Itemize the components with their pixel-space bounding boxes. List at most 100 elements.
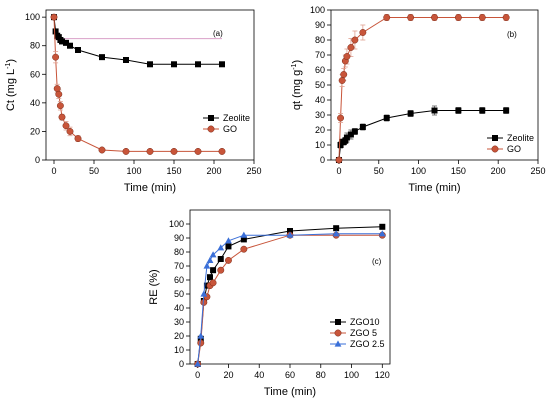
x-tick-label: 100 (126, 166, 141, 176)
x-tick-label: 250 (246, 166, 261, 176)
x-tick-label: 100 (411, 166, 426, 176)
x-tick-label: 20 (223, 370, 233, 380)
data-point (75, 47, 81, 53)
data-point (340, 71, 348, 78)
y-tick-label: 90 (315, 20, 325, 30)
x-tick-label: 50 (89, 166, 99, 176)
data-point (503, 107, 510, 114)
y-axis-title-end: ) (291, 60, 303, 64)
y-tick-label: 80 (315, 35, 325, 45)
data-point (407, 14, 415, 21)
data-point (62, 122, 70, 130)
data-point (347, 44, 355, 51)
data-point (359, 29, 367, 36)
panel-c: 0 20 40 60 80 100 120 0 10 20 30 40 50 60 70 80 90 100 Tim… (148, 209, 391, 398)
data-point (53, 85, 61, 93)
data-point (209, 251, 217, 258)
data-point (122, 147, 130, 155)
y-tick-label: 70 (315, 50, 325, 60)
data-point (378, 230, 386, 237)
y-axis-title: RE (%) (148, 269, 160, 304)
data-point (407, 110, 414, 117)
legend-marker (207, 125, 215, 133)
y-axis-title-end: ) (5, 59, 17, 63)
data-point (217, 244, 225, 251)
data-point (347, 131, 354, 138)
legend-marker (492, 135, 498, 141)
data-point (286, 231, 294, 238)
data-point (217, 256, 224, 262)
data-point (66, 127, 74, 135)
data-point (379, 223, 386, 230)
panel-label: (a) (213, 29, 223, 38)
data-point (287, 228, 293, 234)
y-tick-label: 10 (174, 345, 184, 355)
series-line (53, 17, 222, 65)
series-line (53, 17, 222, 152)
data-point (194, 147, 202, 155)
data-point (200, 290, 208, 297)
data-point (454, 14, 462, 21)
y-tick-label: 70 (174, 261, 184, 271)
y-tick-label: 90 (174, 233, 184, 243)
data-point (59, 38, 65, 45)
x-tick-label: 80 (316, 370, 326, 380)
legend-marker (208, 115, 214, 121)
y-tick-label: 0 (179, 359, 184, 369)
data-point (225, 243, 232, 250)
data-point (123, 57, 129, 63)
data-point (203, 262, 211, 269)
series-line (338, 17, 507, 161)
y-axis-title-text: Ct (mg L (5, 69, 17, 111)
data-point (206, 256, 214, 263)
data-point (50, 13, 58, 21)
y-tick-label: 40 (30, 98, 40, 108)
data-point (218, 147, 226, 155)
data-point (98, 146, 106, 154)
y-tick-label: 100 (25, 12, 40, 22)
x-tick-label: 250 (530, 166, 545, 176)
y-axis-title-text: qt (mg g (291, 70, 303, 110)
x-tick-label: 200 (491, 166, 506, 176)
data-point (479, 107, 486, 114)
x-tick-label: 0 (336, 166, 341, 176)
legend-marker (334, 340, 342, 347)
x-axis-title: Time (min) (408, 182, 460, 194)
data-point (240, 245, 248, 253)
data-point (225, 256, 232, 264)
data-point (56, 102, 64, 110)
data-point (170, 147, 178, 155)
data-point (240, 231, 248, 238)
data-point (147, 61, 153, 68)
y-tick-label: 40 (174, 303, 184, 313)
x-tick-label: 0 (195, 370, 200, 380)
legend-label: Zeolite (507, 133, 534, 143)
legend-label: Zeolite (223, 113, 250, 123)
data-point (431, 14, 438, 21)
data-point (52, 28, 59, 35)
x-tick-label: 0 (51, 166, 56, 176)
y-tick-label: 20 (30, 126, 40, 136)
data-point (219, 61, 225, 68)
panel-label: (b) (507, 30, 517, 39)
y-tick-label: 30 (315, 110, 325, 120)
data-point (333, 225, 340, 232)
y-tick-label: 30 (174, 317, 184, 327)
x-axis-title: Time (min) (124, 182, 176, 194)
x-tick-label: 150 (451, 166, 466, 176)
panel-label: (c) (372, 257, 382, 266)
plot-frame (45, 9, 255, 161)
data-point (359, 124, 366, 130)
data-point (210, 267, 217, 274)
x-tick-label: 50 (374, 166, 384, 176)
data-point (335, 156, 343, 164)
legend-label: GO (223, 124, 237, 134)
data-point (171, 61, 177, 68)
data-point (197, 339, 205, 347)
data-point (58, 113, 66, 121)
data-point (351, 36, 359, 44)
y-axis-title-superscript: -1 (291, 63, 298, 69)
legend-marker (491, 145, 499, 153)
y-tick-label: 0 (35, 155, 40, 165)
